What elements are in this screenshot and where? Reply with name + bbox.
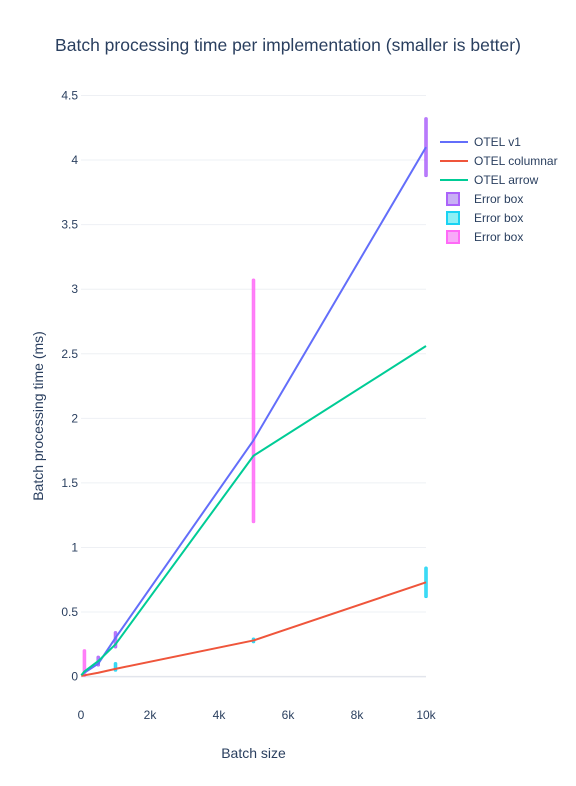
y-tick-label: 1.5 (61, 476, 78, 490)
chart-title: Batch processing time per implementation… (55, 35, 521, 55)
y-tick-label: 4 (71, 153, 78, 167)
x-axis-ticks: 0 2k 4k 6k 8k 10k (78, 708, 437, 722)
series-lines (80, 146, 427, 677)
legend-box-swatch (446, 211, 460, 225)
x-tick-label: 8k (351, 708, 365, 722)
legend-label: OTEL v1 (474, 135, 521, 149)
y-tick-label: 1 (71, 540, 78, 554)
legend-label: Error box (474, 211, 523, 225)
x-tick-label: 10k (416, 708, 436, 722)
legend-label: OTEL columnar (474, 154, 558, 168)
x-axis-title: Batch size (221, 745, 286, 761)
legend-box-swatch (446, 230, 460, 244)
legend: OTEL v1 OTEL columnar OTEL arrow Error box E… (440, 135, 558, 244)
y-tick-label: 2 (71, 411, 78, 425)
series-line-2 (81, 581, 427, 677)
x-tick-label: 6k (282, 708, 296, 722)
x-tick-label: 4k (213, 708, 227, 722)
y-axis-ticks: 0 0.5 1 1.5 2 2.5 3 3.5 4 4.5 (61, 88, 78, 683)
y-tick-label: 2.5 (61, 347, 78, 361)
y-tick-label: 3 (71, 282, 78, 296)
legend-label: Error box (474, 192, 523, 206)
series-line-3 (80, 345, 427, 676)
y-tick-label: 4.5 (61, 88, 78, 102)
error-box-1 (424, 117, 428, 178)
error-box-3 (251, 278, 256, 524)
x-tick-label: 2k (144, 708, 158, 722)
legend-box-swatch (446, 192, 460, 206)
y-tick-label: 3.5 (61, 218, 78, 232)
y-tick-label: 0 (71, 670, 78, 684)
legend-label: OTEL arrow (474, 173, 539, 187)
y-tick-label: 0.5 (61, 605, 78, 619)
y-axis-title: Batch processing time (ms) (30, 331, 46, 501)
legend-label: Error box (474, 230, 523, 244)
x-tick-label: 0 (78, 708, 85, 722)
